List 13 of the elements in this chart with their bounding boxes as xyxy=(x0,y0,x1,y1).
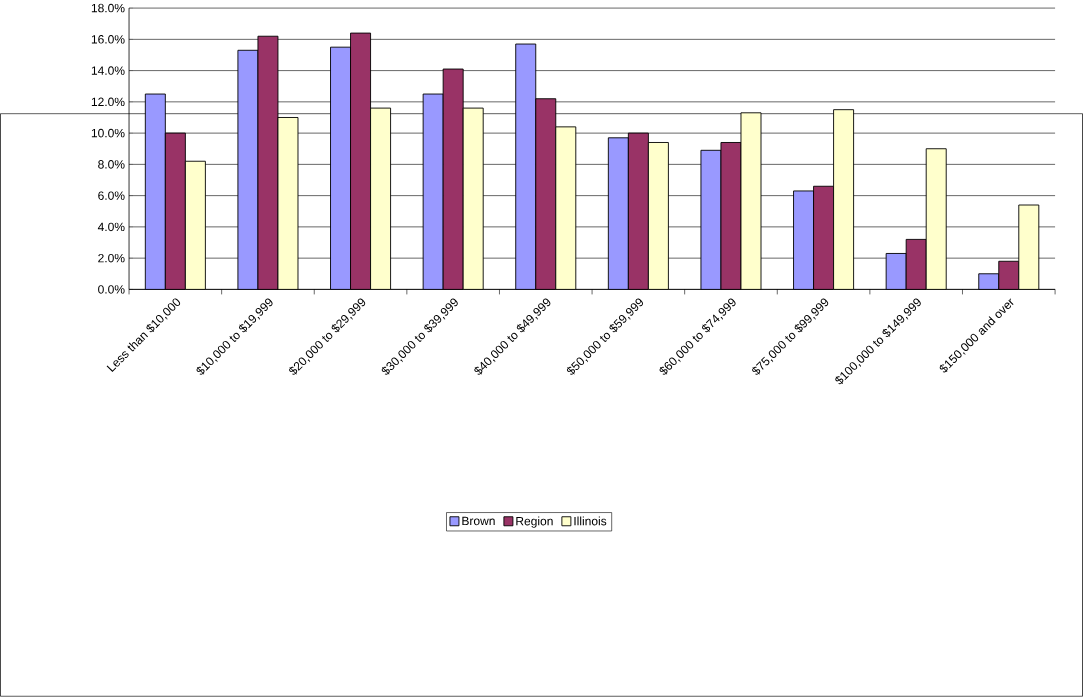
y-tick-label: 18.0% xyxy=(91,3,125,13)
y-tick-label: 4.0% xyxy=(97,222,125,232)
y-tick-label: 2.0% xyxy=(98,254,125,263)
legend-label: Illinois xyxy=(574,516,607,526)
y-tick-label: 14.0% xyxy=(91,66,125,75)
y-tick-label: 8.0% xyxy=(98,160,125,169)
legend-label: Region xyxy=(516,516,553,528)
y-tick-label: 10.0% xyxy=(91,129,125,138)
y-tick-label: 12.0% xyxy=(91,97,125,107)
y-tick-label: 6.0% xyxy=(98,191,125,201)
legend-label: Brown xyxy=(462,516,495,526)
y-tick-label: 0.0% xyxy=(98,285,125,294)
y-tick-label: 16.0% xyxy=(91,35,125,44)
